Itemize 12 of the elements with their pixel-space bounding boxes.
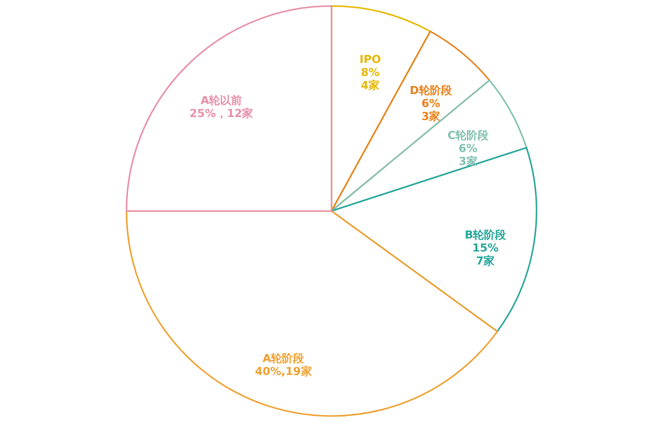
data-label: 40%,19家 — [254, 365, 312, 378]
slice-label: A轮以前 — [200, 94, 242, 107]
slice-label: A轮阶段 — [262, 352, 306, 366]
data-label: 15% 7家 — [472, 241, 499, 268]
data-label: 25%，12家 — [190, 106, 254, 120]
slice-label: B轮阶段 — [464, 228, 508, 242]
data-label: 6% 3家 — [458, 142, 478, 168]
slice-label: IPO — [359, 53, 382, 66]
data-label: 6% 3家 — [421, 96, 440, 123]
data-label: 8% 4家 — [360, 66, 380, 92]
slice-label: D轮阶段 — [410, 84, 453, 97]
slice-label: C轮阶段 — [447, 128, 490, 142]
